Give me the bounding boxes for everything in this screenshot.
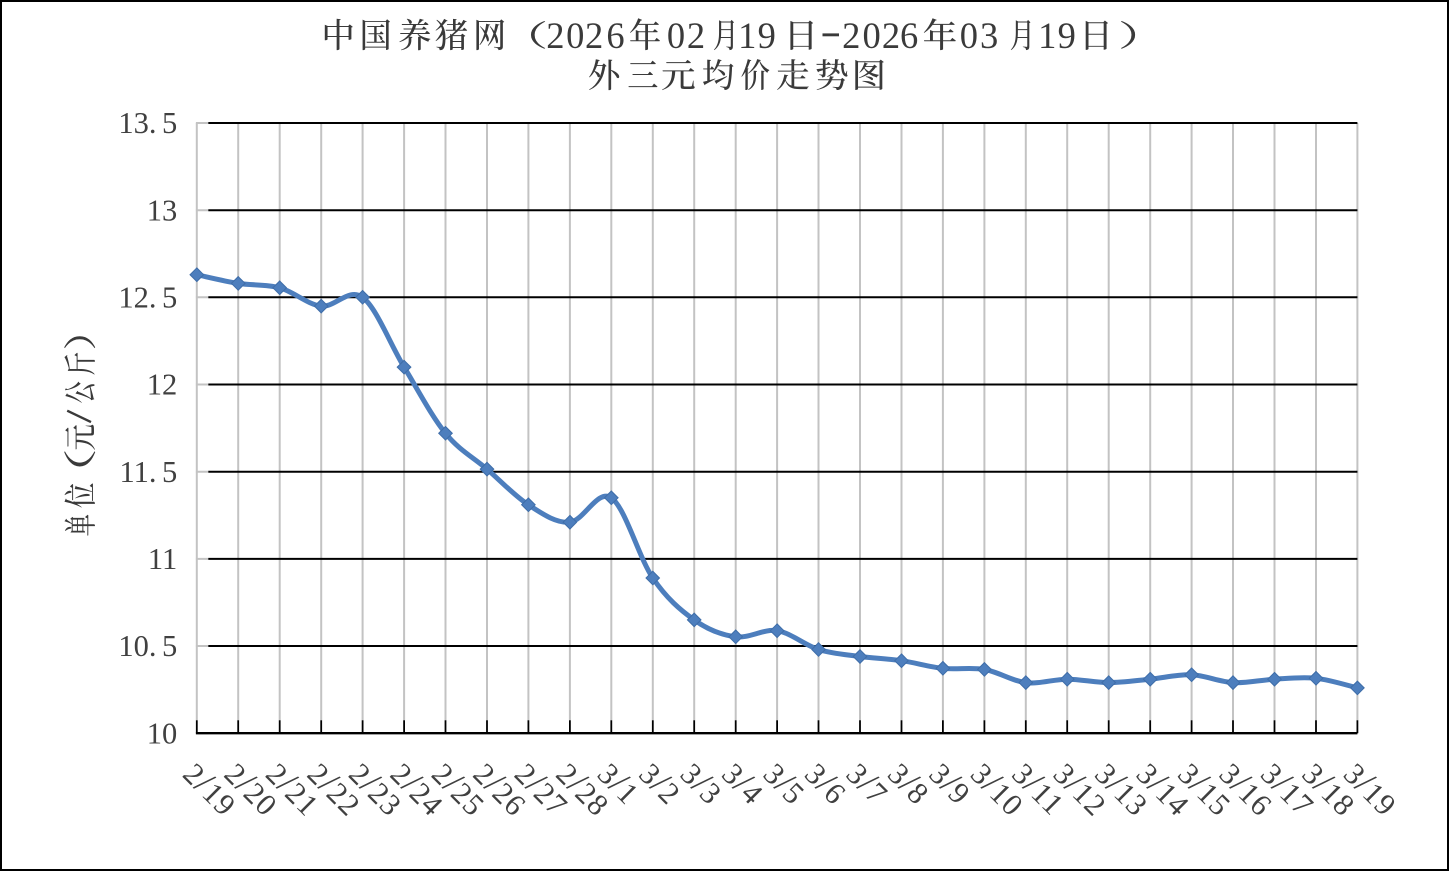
svg-text:9: 9 [1058, 15, 1076, 56]
svg-text:2: 2 [585, 15, 603, 56]
svg-text:2: 2 [882, 15, 900, 56]
svg-text:0: 0 [960, 15, 978, 56]
svg-text:0: 0 [566, 15, 584, 56]
svg-text:11: 11 [148, 542, 177, 576]
svg-text:11.5: 11. 5 [120, 455, 178, 489]
svg-text:0: 0 [667, 15, 685, 56]
svg-text:10: 10 [147, 716, 178, 750]
svg-text:0: 0 [863, 15, 881, 56]
svg-text:6: 6 [900, 15, 918, 56]
svg-text:2: 2 [842, 15, 860, 56]
svg-text:9: 9 [758, 15, 776, 56]
svg-text:2: 2 [687, 15, 705, 56]
svg-text:12: 12 [147, 368, 178, 402]
svg-text:2: 2 [546, 15, 564, 56]
svg-text:13: 13 [147, 193, 178, 227]
svg-text:13.5: 13. 5 [118, 106, 177, 140]
svg-text:6: 6 [606, 15, 624, 56]
svg-text:1: 1 [1038, 15, 1056, 56]
svg-text:1: 1 [738, 15, 756, 56]
svg-text:3/3: 3/3 [673, 753, 732, 812]
svg-text:3: 3 [980, 15, 998, 56]
svg-text:10.5: 10. 5 [118, 629, 177, 663]
svg-text:12.5: 12. 5 [118, 280, 177, 314]
